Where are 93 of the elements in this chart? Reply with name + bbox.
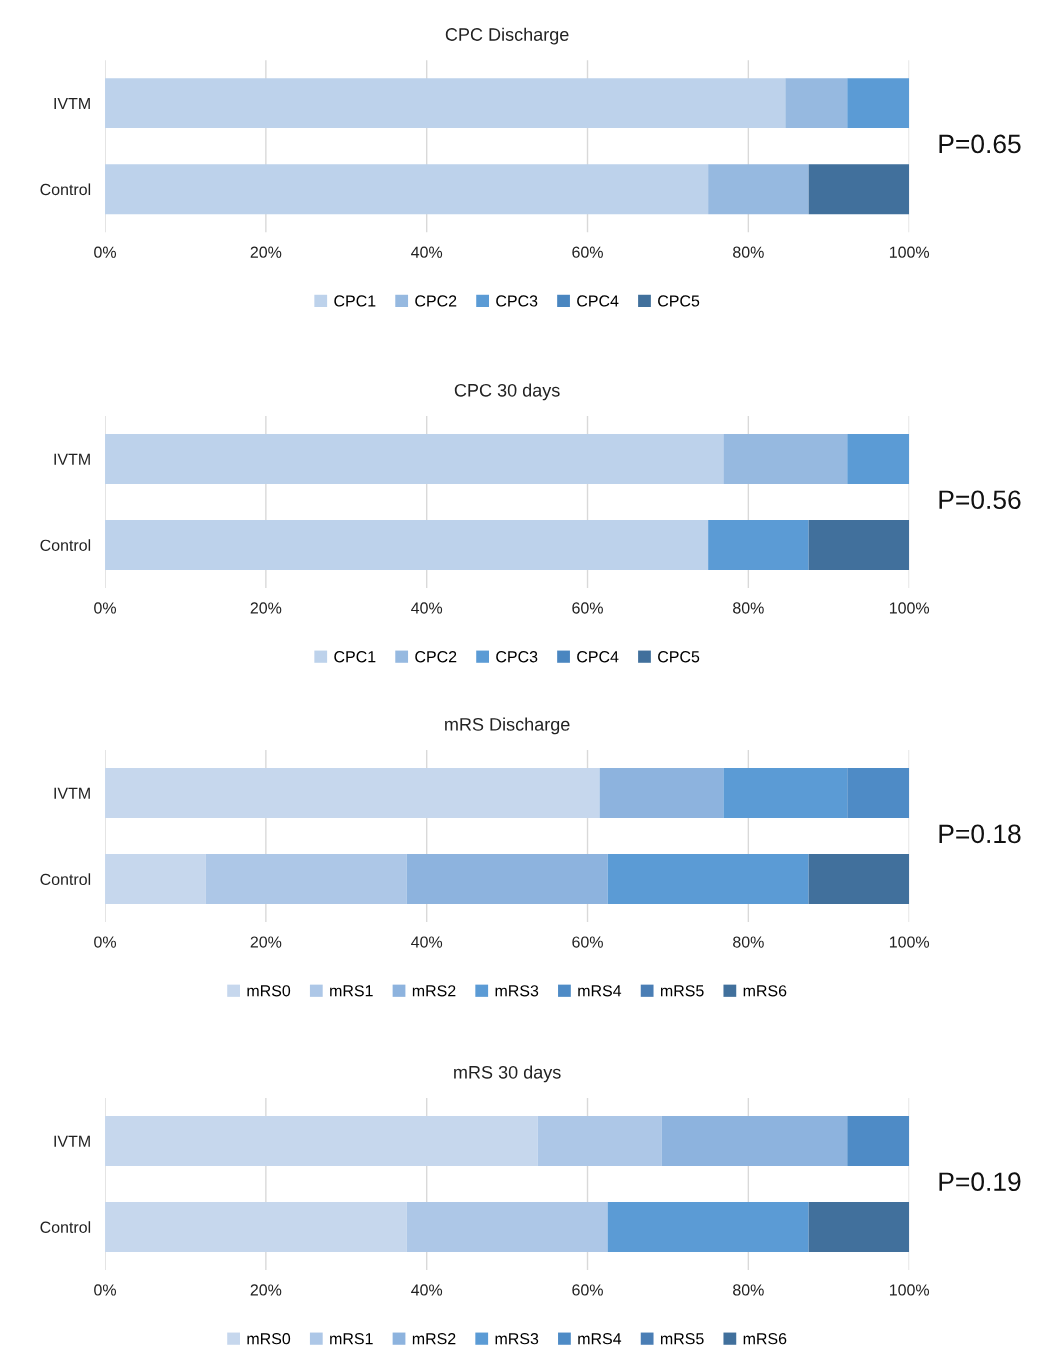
legend-label: mRS2	[412, 1333, 456, 1345]
bar	[599, 768, 724, 818]
bar	[847, 768, 910, 818]
legend-label: CPC1	[334, 651, 376, 663]
x-tick-label: 60%	[572, 602, 603, 614]
x-tick-label: 20%	[250, 1284, 282, 1296]
bar	[105, 1116, 538, 1166]
chart-title: mRS Discharge	[445, 717, 570, 735]
bar	[723, 434, 848, 484]
text: P=0.65	[939, 134, 1021, 154]
bar	[708, 164, 809, 215]
bar	[105, 164, 709, 215]
bar	[607, 1202, 809, 1252]
x-tick-label: 0%	[94, 246, 116, 258]
bar	[406, 1202, 608, 1252]
bar	[105, 78, 786, 129]
legend-label: CPC5	[658, 651, 700, 663]
y-tick-label: Control	[40, 539, 91, 551]
legend-label: mRS1	[330, 1333, 373, 1345]
bar	[105, 1202, 407, 1252]
bar	[723, 768, 848, 818]
bar	[808, 854, 910, 905]
text: P=0.18	[939, 824, 1021, 844]
x-tick-label: 40%	[411, 246, 443, 258]
legend-label: CPC1	[334, 295, 376, 307]
bar	[847, 1116, 910, 1166]
legend-label: mRS0	[247, 1333, 291, 1345]
x-tick-label: 80%	[733, 602, 764, 614]
x-tick-label: 0%	[94, 602, 116, 614]
legend-label: mRS0	[247, 985, 291, 997]
legend-label: mRS5	[660, 1333, 704, 1345]
x-tick-label: 100%	[889, 1284, 930, 1296]
legend-label: mRS4	[578, 1333, 622, 1345]
text: P=0.19	[939, 1172, 1021, 1192]
bar	[105, 520, 709, 570]
bar	[808, 164, 910, 215]
bar	[406, 854, 608, 905]
legend-label: CPC4	[577, 295, 619, 307]
x-tick-label: 80%	[733, 1284, 764, 1296]
x-tick-label: 80%	[733, 936, 764, 948]
x-tick-label: 20%	[250, 936, 282, 948]
bar	[708, 520, 809, 570]
legend-label: CPC2	[415, 651, 457, 663]
y-tick-label: IVTM	[54, 1135, 90, 1147]
x-tick-label: 100%	[889, 936, 930, 948]
legend-label: mRS6	[743, 985, 787, 997]
x-tick-label: 20%	[250, 602, 282, 614]
x-tick-label: 20%	[250, 246, 282, 258]
x-tick-label: 60%	[572, 246, 603, 258]
bar	[661, 1116, 848, 1166]
x-tick-label: 0%	[94, 936, 116, 948]
legend-label: mRS4	[578, 985, 622, 997]
y-tick-label: Control	[40, 873, 91, 886]
bar	[105, 854, 206, 905]
y-tick-label: Control	[40, 1221, 91, 1233]
x-tick-label: 80%	[733, 246, 764, 258]
legend-label: mRS6	[743, 1333, 787, 1345]
x-tick-label: 40%	[411, 1284, 443, 1296]
x-tick-label: 100%	[889, 246, 930, 258]
text: P=0.56	[939, 490, 1021, 510]
bar	[808, 520, 910, 570]
y-tick-label: IVTM	[54, 453, 90, 465]
y-tick-label: IVTM	[54, 787, 90, 799]
chart-title: mRS 30 days	[454, 1065, 561, 1083]
x-tick-label: 60%	[572, 1284, 603, 1296]
x-tick-label: 40%	[411, 936, 443, 948]
legend-label: mRS2	[412, 985, 456, 997]
legend-label: CPC5	[658, 295, 700, 307]
legend-label: mRS1	[330, 985, 373, 997]
bar	[607, 854, 809, 905]
chart-title: CPC 30 days	[454, 383, 560, 401]
bar	[537, 1116, 662, 1166]
legend-label: mRS5	[660, 985, 704, 997]
x-tick-label: 60%	[572, 936, 603, 948]
x-tick-label: 40%	[411, 602, 443, 614]
legend-label: CPC2	[415, 295, 457, 307]
bar	[105, 434, 724, 484]
bar	[847, 78, 910, 129]
legend-label: CPC4	[577, 651, 619, 663]
legend-label: mRS3	[495, 985, 539, 997]
bar	[105, 768, 600, 818]
y-tick-label: Control	[40, 183, 91, 196]
bar	[205, 854, 407, 905]
x-tick-label: 100%	[889, 602, 930, 614]
chart-title: CPC Discharge	[445, 27, 569, 45]
legend-label: CPC3	[496, 651, 538, 663]
bar	[785, 78, 848, 129]
y-tick-label: IVTM	[54, 97, 90, 109]
bar	[847, 434, 910, 484]
legend-label: mRS3	[495, 1333, 539, 1345]
bar	[808, 1202, 910, 1252]
x-tick-label: 0%	[94, 1284, 116, 1296]
legend-label: CPC3	[496, 295, 538, 307]
